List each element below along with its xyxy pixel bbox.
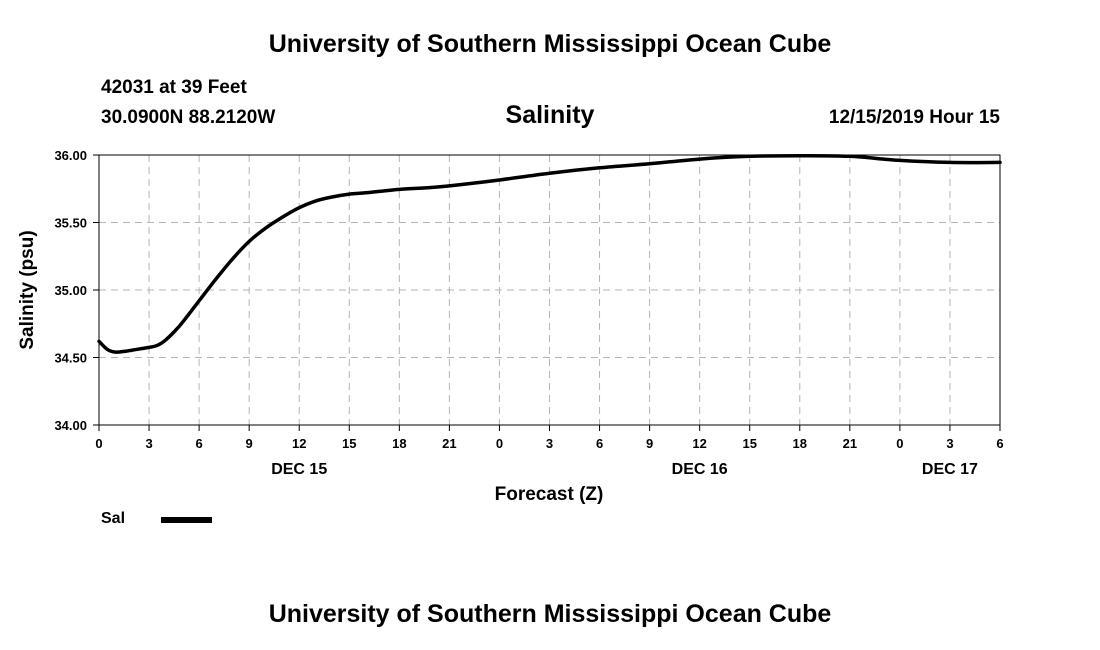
legend-swatch (161, 517, 212, 523)
x-tick-label: 9 (646, 436, 653, 451)
y-tick-label: 36.00 (54, 148, 87, 163)
x-tick-label: 18 (392, 436, 406, 451)
y-tick-label: 34.50 (54, 351, 87, 366)
y-axis: 34.00 34.50 35.00 35.50 36.00 (54, 148, 99, 433)
y-tick-label: 35.50 (54, 216, 87, 231)
y-axis-title: Salinity (psu) (17, 230, 38, 349)
series-group (97, 153, 1002, 354)
coordinates-label: 30.0900N 88.2120W (101, 107, 276, 128)
x-tick-label: 6 (195, 436, 202, 451)
x-tick-label: 15 (342, 436, 356, 451)
main-title: University of Southern Mississippi Ocean… (268, 30, 832, 58)
date-label: DEC 17 (922, 461, 978, 478)
x-tick-label: 6 (996, 436, 1003, 451)
station-label: 42031 at 39 Feet (101, 77, 247, 98)
x-tick-label: 12 (292, 436, 306, 451)
footer-title: University of Southern Mississippi Ocean… (268, 600, 832, 628)
legend-label: Sal (101, 510, 126, 527)
date-label: DEC 15 (271, 461, 327, 478)
x-tick-label: 3 (145, 436, 152, 451)
x-tick-label: 9 (246, 436, 253, 451)
y-tick-label: 34.00 (54, 418, 87, 433)
timestamp-label: 12/15/2019 Hour 15 (828, 107, 1000, 128)
x-tick-label: 21 (442, 436, 456, 451)
x-tick-label: 3 (946, 436, 953, 451)
y-tick-label: 35.00 (54, 283, 87, 298)
date-labels: DEC 15 DEC 16 DEC 17 (271, 461, 978, 478)
x-tick-label: 12 (692, 436, 706, 451)
x-tick-label: 0 (496, 436, 503, 451)
x-tick-label: 21 (843, 436, 857, 451)
x-tick-label: 0 (95, 436, 102, 451)
x-tick-label: 3 (546, 436, 553, 451)
series-line-sal (97, 153, 1002, 354)
x-tick-label: 15 (742, 436, 756, 451)
x-axis: 0 3 6 9 12 15 18 21 0 3 6 9 12 15 18 21 0 3 6 (95, 425, 1004, 451)
chart-title: Salinity (505, 101, 595, 129)
date-label: DEC 16 (672, 461, 728, 478)
x-tick-label: 6 (596, 436, 603, 451)
x-axis-title: Forecast (Z) (495, 484, 604, 505)
grid (99, 155, 1000, 425)
x-tick-label: 0 (896, 436, 903, 451)
x-tick-label: 18 (793, 436, 807, 451)
